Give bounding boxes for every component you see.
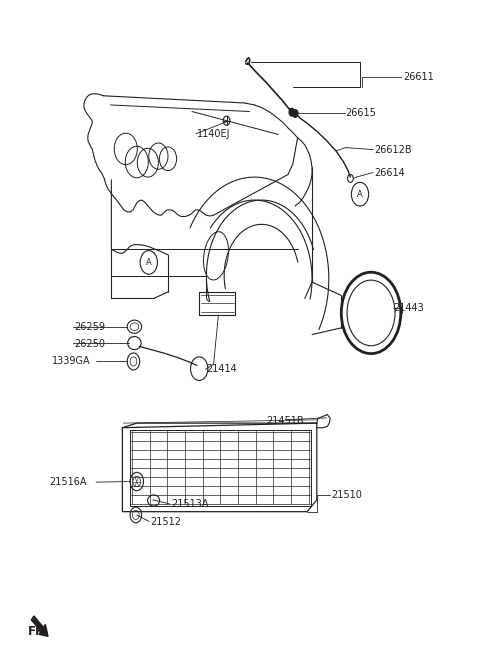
Text: 21510: 21510 [331,490,362,501]
Text: 26250: 26250 [74,338,106,349]
Text: 26611: 26611 [403,72,434,83]
Text: 26614: 26614 [374,168,405,178]
FancyArrow shape [31,616,48,636]
Text: 26259: 26259 [74,321,106,332]
Text: 1140EJ: 1140EJ [197,129,230,140]
Circle shape [289,108,295,116]
Text: A: A [146,258,152,267]
Text: 21513A: 21513A [171,499,208,509]
Text: 21516A: 21516A [49,477,87,487]
Text: FR.: FR. [28,625,50,638]
Text: 21443: 21443 [394,303,424,314]
Text: 21451B: 21451B [266,416,304,426]
Text: 26615: 26615 [346,108,376,119]
Text: 26612B: 26612B [374,145,412,155]
Text: 21414: 21414 [206,364,237,375]
Circle shape [292,110,298,117]
Text: 1339GA: 1339GA [52,356,90,367]
Text: A: A [357,190,363,199]
Text: 21512: 21512 [150,516,181,527]
